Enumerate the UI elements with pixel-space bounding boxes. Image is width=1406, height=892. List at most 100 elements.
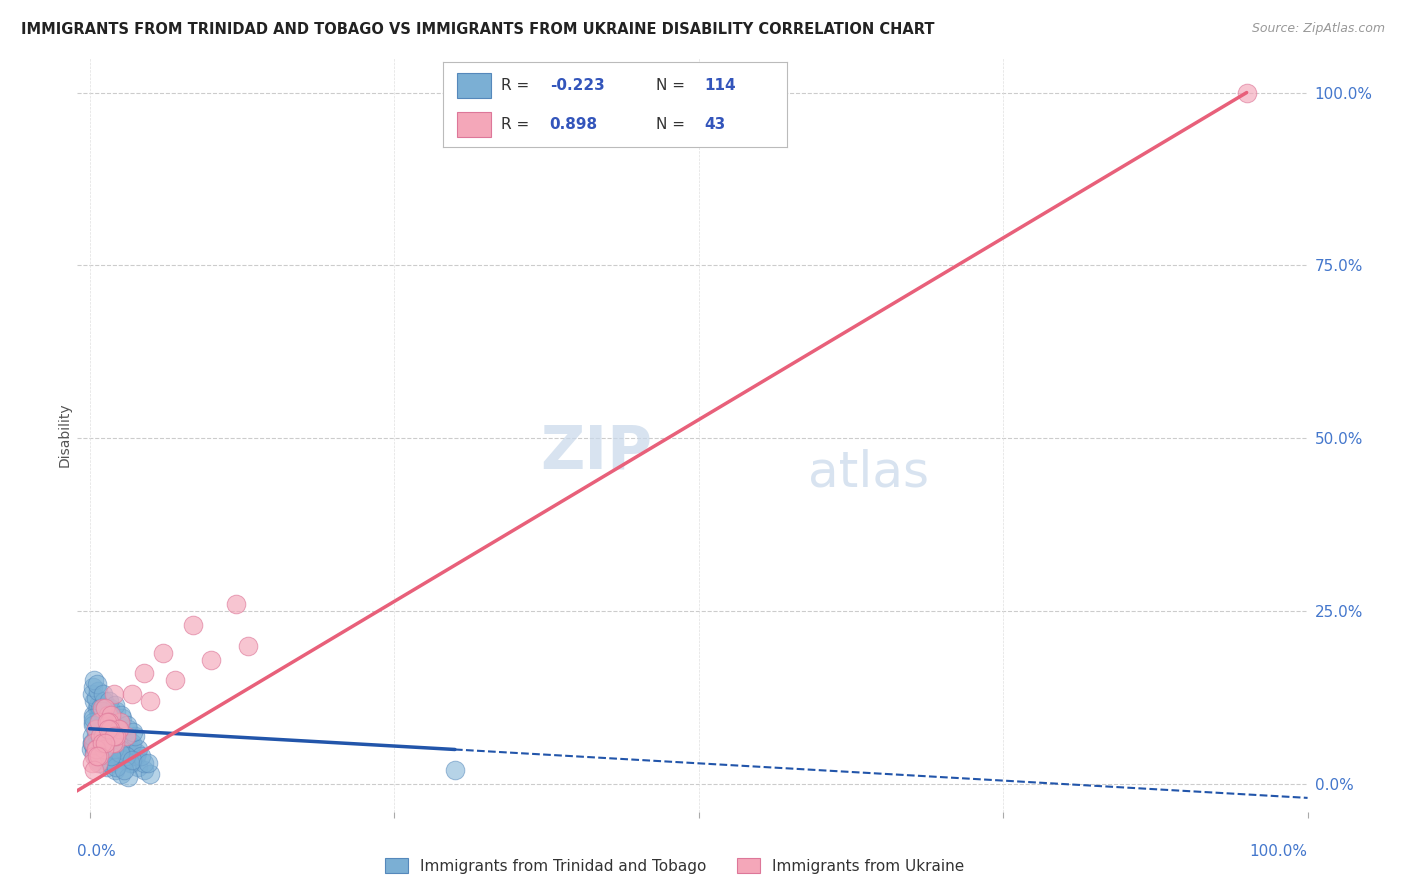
Point [104, 735, 127, 749]
Point [87, 698, 110, 712]
Point [86, 729, 108, 743]
Point [89, 705, 111, 719]
Point [107, 722, 129, 736]
Point [121, 756, 143, 771]
Point [134, 763, 156, 777]
Point [87, 732, 110, 747]
Point [89, 749, 111, 764]
Text: atlas: atlas [808, 449, 929, 497]
Point [97, 722, 120, 736]
Point [82, 707, 104, 722]
Point [82, 735, 104, 749]
Point [134, 666, 156, 681]
Point [125, 749, 148, 764]
Point [86, 677, 108, 691]
Point [97, 742, 120, 756]
Point [89, 729, 111, 743]
Point [121, 687, 143, 701]
Text: IMMIGRANTS FROM TRINIDAD AND TOBAGO VS IMMIGRANTS FROM UKRAINE DISABILITY CORREL: IMMIGRANTS FROM TRINIDAD AND TOBAGO VS I… [21, 22, 935, 37]
Point [91, 714, 114, 729]
Point [100, 707, 122, 722]
Point [117, 739, 139, 753]
Point [97, 707, 120, 722]
Point [108, 749, 131, 764]
Point [225, 597, 247, 611]
Point [115, 729, 138, 743]
Point [97, 729, 120, 743]
Point [93, 742, 115, 756]
Point [112, 763, 135, 777]
Point [200, 652, 222, 666]
Point [94, 735, 117, 749]
Point [89, 714, 111, 729]
Point [101, 735, 124, 749]
Point [134, 756, 156, 771]
Point [82, 680, 104, 694]
Point [96, 760, 118, 774]
Point [80, 729, 103, 743]
Point [98, 701, 121, 715]
Text: ZIP: ZIP [540, 423, 652, 482]
Point [86, 701, 108, 715]
Text: 0.0%: 0.0% [77, 845, 117, 859]
Point [127, 742, 149, 756]
Point [83, 763, 105, 777]
Point [89, 735, 111, 749]
Point [112, 753, 135, 767]
Point [84, 690, 107, 705]
Point [103, 742, 125, 756]
Point [87, 756, 110, 771]
Point [89, 701, 111, 715]
Point [93, 718, 115, 732]
Point [90, 705, 112, 719]
Point [105, 705, 128, 719]
Point [136, 756, 159, 771]
Point [87, 725, 110, 739]
Point [104, 763, 127, 777]
Point [98, 722, 121, 736]
Text: R =: R = [502, 78, 534, 93]
Point [83, 749, 105, 764]
Point [104, 698, 127, 712]
Point [80, 735, 103, 749]
Point [94, 718, 117, 732]
Text: 100.0%: 100.0% [1250, 845, 1308, 859]
Point [103, 746, 125, 760]
Point [117, 718, 139, 732]
Point [82, 718, 104, 732]
Point [84, 729, 107, 743]
Point [1236, 86, 1258, 100]
Point [82, 714, 104, 729]
FancyBboxPatch shape [457, 72, 491, 98]
Point [100, 749, 122, 764]
Point [444, 763, 467, 777]
Point [115, 749, 138, 764]
Point [152, 646, 174, 660]
Point [97, 707, 120, 722]
Text: N =: N = [657, 78, 690, 93]
Point [84, 722, 107, 736]
Point [129, 749, 152, 764]
Point [94, 701, 117, 715]
Point [90, 722, 112, 736]
Point [139, 766, 162, 780]
Point [89, 749, 111, 764]
Point [97, 739, 120, 753]
Point [90, 701, 112, 715]
Point [98, 756, 121, 771]
Point [90, 746, 112, 760]
Point [105, 729, 128, 743]
Point [139, 694, 162, 708]
Point [91, 729, 114, 743]
Y-axis label: Disability: Disability [58, 402, 72, 467]
Point [108, 746, 131, 760]
Point [90, 735, 112, 749]
Point [89, 739, 111, 753]
Point [89, 711, 111, 725]
Point [236, 639, 259, 653]
Point [86, 742, 108, 756]
Point [120, 739, 142, 753]
Point [163, 673, 186, 688]
Point [96, 714, 118, 729]
Point [96, 714, 118, 729]
